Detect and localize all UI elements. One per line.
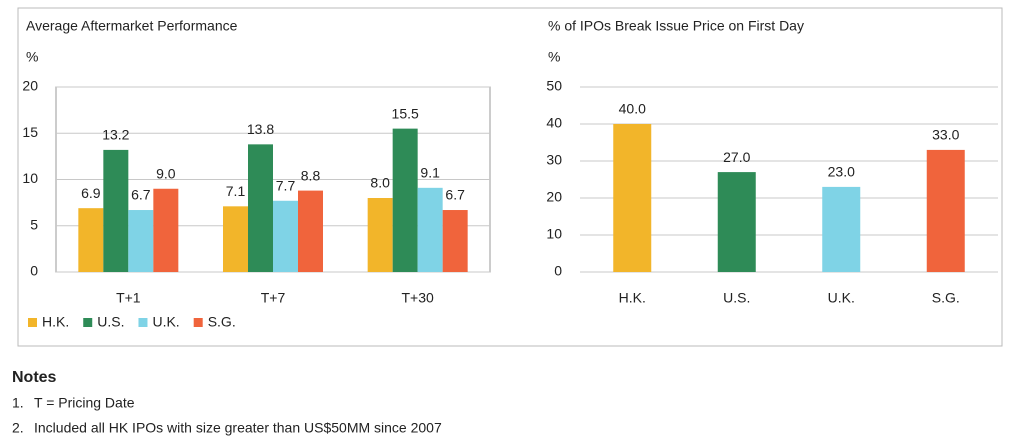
y-tick-label: 10 (22, 170, 38, 186)
bar (392, 128, 418, 272)
note-number: 1. (12, 395, 24, 411)
data-label: 23.0 (828, 164, 855, 180)
frame (17, 7, 1003, 347)
x-tick-label: H.K. (619, 290, 646, 306)
y-tick-label: 20 (546, 189, 562, 205)
x-tick-label: T+7 (261, 290, 286, 306)
y-tick-label: 50 (546, 78, 562, 94)
y-tick-label: 40 (546, 115, 562, 131)
data-label: 40.0 (619, 101, 646, 117)
note-number: 2. (12, 420, 24, 436)
legend-swatch (28, 318, 37, 327)
y-tick-label: 20 (22, 78, 38, 94)
data-label: 6.9 (81, 185, 101, 201)
y-tick-label: 10 (546, 226, 562, 242)
bar (223, 206, 248, 272)
y-axis-label: % (26, 49, 38, 65)
y-axis-label: % (548, 49, 560, 65)
data-label: 6.7 (131, 187, 151, 203)
x-tick-label: U.S. (723, 290, 750, 306)
data-label: 8.8 (301, 167, 321, 183)
bar (103, 149, 129, 272)
data-label: 6.7 (445, 187, 465, 203)
data-label: 9.0 (156, 165, 176, 181)
data-label: 33.0 (932, 127, 959, 143)
bar (417, 187, 443, 272)
x-tick-label: S.G. (932, 290, 960, 306)
bar (78, 208, 104, 272)
data-label: 7.1 (226, 183, 246, 199)
data-label: 9.1 (420, 165, 440, 181)
data-label: 13.8 (247, 121, 274, 137)
bar (248, 144, 273, 272)
legend-swatch (193, 318, 203, 327)
bar (613, 124, 652, 272)
bar (273, 200, 298, 272)
data-label: 15.5 (392, 105, 419, 121)
chart-title: % of IPOs Break Issue Price on First Day (548, 18, 804, 34)
legend-label: U.K. (152, 314, 179, 330)
x-tick-label: T+1 (116, 290, 141, 306)
y-tick-label: 15 (22, 124, 38, 140)
chart-title: Average Aftermarket Performance (26, 18, 238, 34)
bar (926, 149, 965, 272)
notes-title: Notes (12, 369, 57, 386)
y-tick-label: 5 (30, 216, 38, 232)
data-label: 7.7 (276, 177, 296, 193)
x-tick-label: U.K. (828, 290, 855, 306)
bar (298, 190, 323, 272)
legend-label: S.G. (208, 314, 236, 330)
y-tick-label: 0 (554, 263, 562, 279)
legend-swatch (83, 318, 93, 327)
bar (822, 186, 861, 272)
bar (153, 188, 179, 272)
note-text: Included all HK IPOs with size greater t… (34, 420, 442, 436)
data-label: 13.2 (102, 127, 129, 143)
legend-label: U.S. (97, 314, 124, 330)
bar (367, 198, 393, 272)
bar (442, 210, 468, 272)
note-text: T = Pricing Date (34, 395, 135, 411)
legend-swatch (138, 318, 148, 327)
bar (128, 210, 154, 272)
y-tick-label: 30 (546, 152, 562, 168)
x-tick-label: T+30 (402, 290, 435, 306)
y-tick-label: 0 (30, 263, 38, 279)
bar (717, 172, 756, 272)
data-label: 27.0 (723, 149, 750, 165)
data-label: 8.0 (370, 175, 390, 191)
legend-label: H.K. (42, 314, 69, 330)
